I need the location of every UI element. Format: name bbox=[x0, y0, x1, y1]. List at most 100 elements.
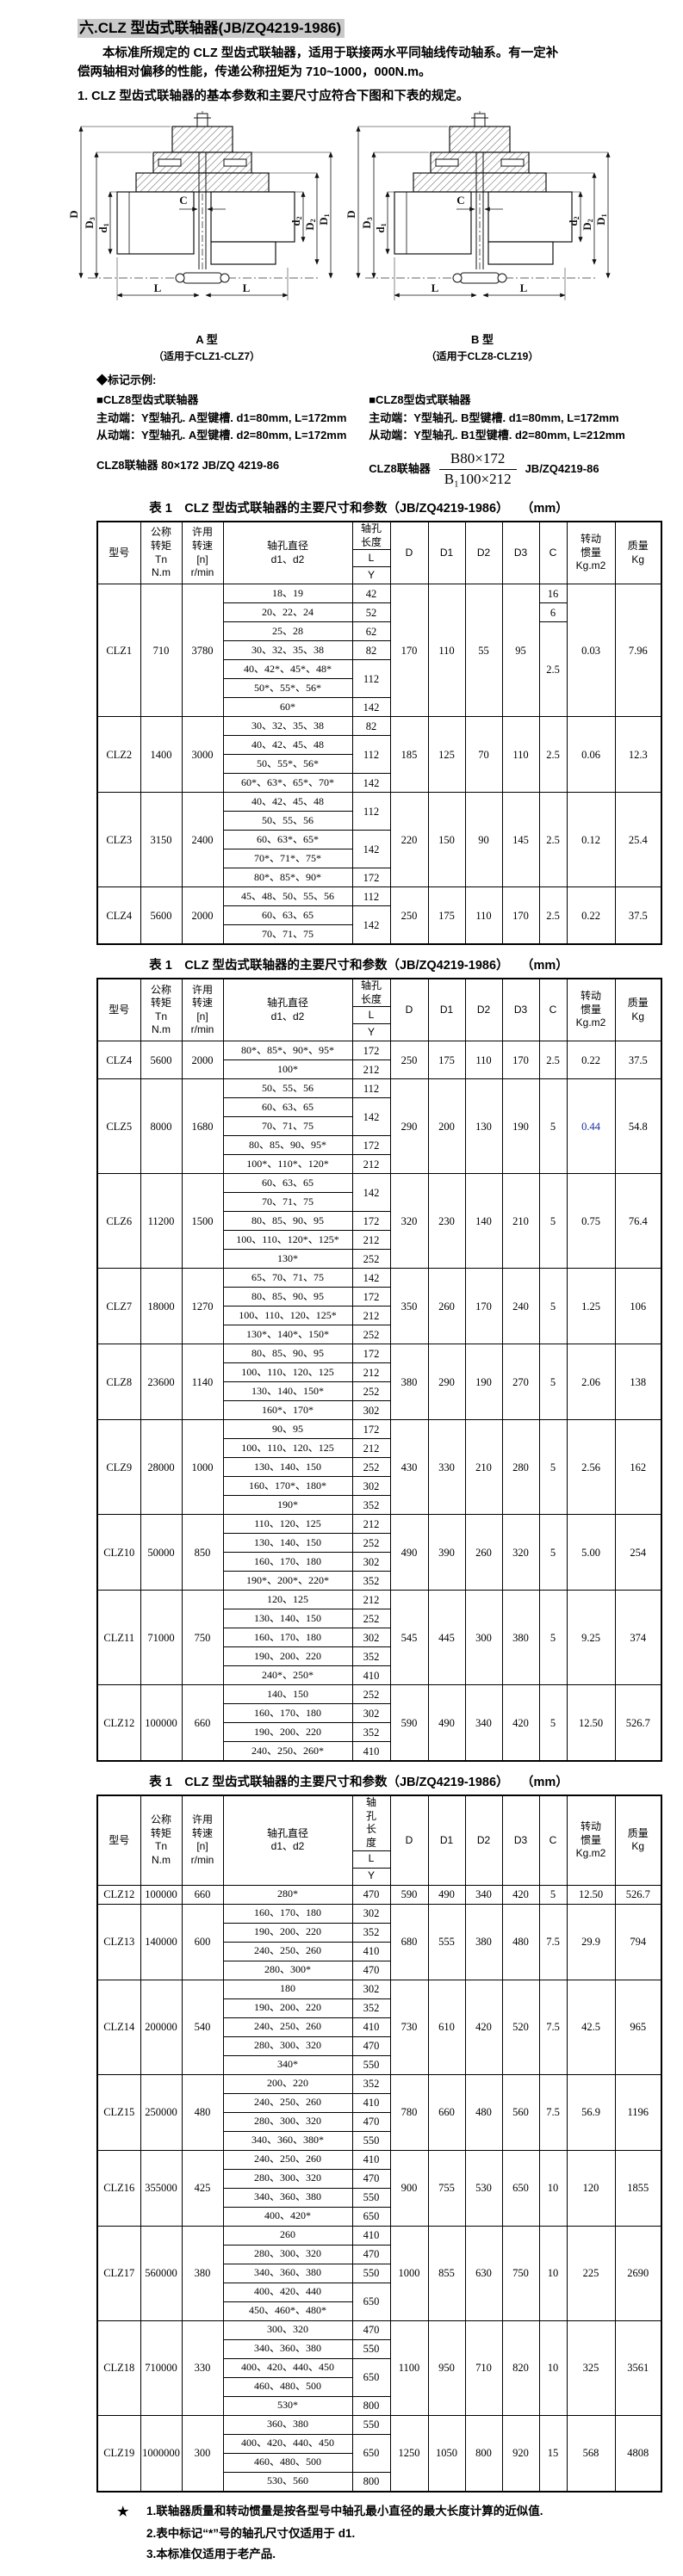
bore-diameter-cell: 240、250、260 bbox=[222, 2017, 353, 2037]
dim-D1-cell: 150 bbox=[427, 792, 466, 888]
header-mass: 质量 Kg bbox=[614, 1795, 662, 1886]
bore-diameter-cell: 160、170、180 bbox=[222, 1903, 353, 1924]
dim-D3-cell: 210 bbox=[501, 1173, 540, 1269]
bore-diameter-cell: 240*、250* bbox=[222, 1665, 353, 1686]
type-a-name: A 型 bbox=[196, 332, 218, 346]
bore-diameter-cell: 70、71、75 bbox=[222, 924, 353, 945]
bore-diameter-cell: 190*、200*、220* bbox=[222, 1571, 353, 1591]
table-row: 190、200、220 352 bbox=[97, 1998, 661, 2018]
bore-diameter-cell: 70、71、75 bbox=[222, 1192, 353, 1213]
bore-length-cell: 302 bbox=[351, 1476, 391, 1497]
speed-cell: 2000 bbox=[181, 1041, 224, 1080]
dim-D-cell: 430 bbox=[389, 1419, 429, 1516]
bore-diameter-cell: 110、120、125 bbox=[222, 1514, 353, 1535]
table-row: CLZ16 355000 425 240、250、260 410 900 755 530 650… bbox=[96, 2149, 662, 2227]
spec-table-3: 型号 公称 转矩 Tn N.m 许用 转速 [n] r/min 轴孔直径 d1、d2 轴… bbox=[96, 1795, 662, 2493]
dim-D2-cell: 340 bbox=[464, 1684, 503, 1762]
dim-D2-cell: 140 bbox=[464, 1173, 503, 1269]
bore-diameter-cell: 190* bbox=[222, 1495, 353, 1516]
bore-diameter-cell: 80、85、90、95 bbox=[222, 1344, 353, 1364]
speed-cell: 480 bbox=[181, 2073, 224, 2151]
dim-D-cell: 320 bbox=[389, 1173, 429, 1269]
dim-label-D1-b: D1 bbox=[594, 213, 608, 225]
dim-D3-cell: 520 bbox=[501, 1979, 540, 2075]
bore-length-cell: 470 bbox=[351, 2320, 391, 2340]
header-dim-D2: D2 bbox=[464, 978, 503, 1042]
dim-D1-cell: 230 bbox=[427, 1173, 466, 1269]
bore-length-cell: 352 bbox=[351, 1495, 391, 1516]
table-row: 50*、55*、56* bbox=[97, 678, 661, 699]
marking-b-prefix: CLZ8联轴器 bbox=[369, 461, 431, 475]
bore-length-cell: 550 bbox=[351, 2338, 391, 2359]
inertia-cell: 0.06 bbox=[566, 716, 616, 794]
dim-D3-cell: 920 bbox=[501, 2414, 540, 2493]
dim-D3-cell: 270 bbox=[501, 1344, 540, 1421]
model-cell: CLZ9 bbox=[96, 1419, 141, 1516]
dim-C-cell: 5 bbox=[538, 1078, 568, 1175]
speed-cell: 600 bbox=[181, 1903, 224, 1980]
dim-D3-cell: 380 bbox=[501, 1590, 540, 1686]
bore-diameter-cell: 100*、110*、120* bbox=[222, 1154, 353, 1175]
table-row: CLZ18 710000 330 300、320 470 1100 950 710 820 10 3… bbox=[96, 2320, 662, 2416]
inertia-cell: 0.12 bbox=[566, 792, 616, 888]
dim-D-cell: 1000 bbox=[389, 2225, 429, 2321]
table-row: CLZ7 18000 1270 65、70、71、75 142 350 260 170 240 5… bbox=[96, 1268, 662, 1345]
dim-D1-cell: 200 bbox=[427, 1078, 466, 1175]
torque-cell: 710 bbox=[140, 584, 183, 718]
table-row: CLZ12 100000 660 140、150 252 590 490 340 420 5 12.… bbox=[96, 1684, 662, 1762]
mass-cell: 1196 bbox=[614, 2073, 662, 2151]
table-row: 240、250、260 410 bbox=[97, 2017, 661, 2037]
inertia-cell: 12.50 bbox=[566, 1684, 616, 1762]
dim-D2-cell: 380 bbox=[464, 1903, 503, 1980]
page-title: 六.CLZ 型齿式联轴器(JB/ZQ4219-1986) bbox=[78, 15, 662, 38]
header-inertia: 转动 惯量 Kg.m2 bbox=[566, 978, 616, 1042]
dim-D3-cell: 95 bbox=[501, 584, 540, 718]
dim-D1-cell: 855 bbox=[427, 2225, 466, 2321]
dim-D3-cell: 420 bbox=[501, 1684, 540, 1762]
type-b-range: （适用于CLZ8-CLZ19） bbox=[425, 349, 539, 362]
bore-length-cell: 252 bbox=[351, 1457, 391, 1478]
header-bore-diameter: 轴孔直径 d1、d2 bbox=[222, 1795, 353, 1886]
dim-C-cell: 10 bbox=[538, 2320, 568, 2416]
inertia-cell: 29.9 bbox=[566, 1903, 616, 1980]
dim-C-cell: 2.5 bbox=[538, 1041, 568, 1080]
table-row: CLZ14 200000 540 180 302 730 610 420 520 7.5 42.5 9… bbox=[96, 1979, 662, 2075]
model-cell: CLZ10 bbox=[96, 1514, 141, 1591]
dim-label-d2-a: d2 bbox=[289, 216, 303, 225]
bore-length-cell: 550 bbox=[351, 2130, 391, 2151]
table-row: 130、140、150 252 bbox=[97, 1533, 661, 1554]
bore-diameter-cell: 160、170*、180* bbox=[222, 1476, 353, 1497]
speed-cell: 1140 bbox=[181, 1344, 224, 1421]
dim-D-cell: 680 bbox=[389, 1903, 429, 1980]
dim-C-cell: 7.5 bbox=[538, 1903, 568, 1980]
header-dim-D3: D3 bbox=[501, 978, 540, 1042]
bore-length-cell: 470 bbox=[351, 2111, 391, 2132]
marking-example-a: ■CLZ8型齿式联轴器 主动端：Y型轴孔. A型键槽. d1=80mm, L=1… bbox=[96, 392, 357, 488]
header-dim-D2: D2 bbox=[464, 521, 503, 585]
footnote-3: 3.本标准仅适用于老产品. bbox=[146, 2547, 276, 2561]
bore-length-cell: 142 bbox=[351, 773, 391, 794]
mass-cell: 3561 bbox=[614, 2320, 662, 2416]
dim-C-cell: 5 bbox=[538, 1268, 568, 1345]
speed-cell: 380 bbox=[181, 2225, 224, 2321]
dim-D1-cell: 390 bbox=[427, 1514, 466, 1591]
bore-length-cell: 142 bbox=[351, 1097, 391, 1137]
bore-length-cell: 112 bbox=[351, 659, 391, 699]
table-row: 190*、200*、220* 352 bbox=[97, 1571, 661, 1591]
bore-length-cell: 212 bbox=[351, 1514, 391, 1535]
marking-a-title: ■CLZ8型齿式联轴器 bbox=[96, 392, 199, 406]
bore-diameter-cell: 130、140、150 bbox=[222, 1533, 353, 1554]
bore-diameter-cell: 460、480、500 bbox=[222, 2376, 353, 2397]
dim-label-D2-b: D2 bbox=[581, 219, 594, 230]
speed-cell: 330 bbox=[181, 2320, 224, 2416]
inertia-cell: 0.75 bbox=[566, 1173, 616, 1269]
header-inertia: 转动 惯量 Kg.m2 bbox=[566, 1795, 616, 1886]
inertia-cell: 5.00 bbox=[566, 1514, 616, 1591]
coupling-diagram: D D3 d1 C d2 D2 D1 L L D D3 d1 C d2 D2 D… bbox=[67, 109, 629, 363]
table-row: 70、71、75 bbox=[97, 1192, 661, 1213]
bore-diameter-cell: 50、55、56 bbox=[222, 811, 353, 831]
bore-diameter-cell: 400、420、440 bbox=[222, 2282, 353, 2302]
inertia-cell: 225 bbox=[566, 2225, 616, 2321]
dim-D2-cell: 630 bbox=[464, 2225, 503, 2321]
